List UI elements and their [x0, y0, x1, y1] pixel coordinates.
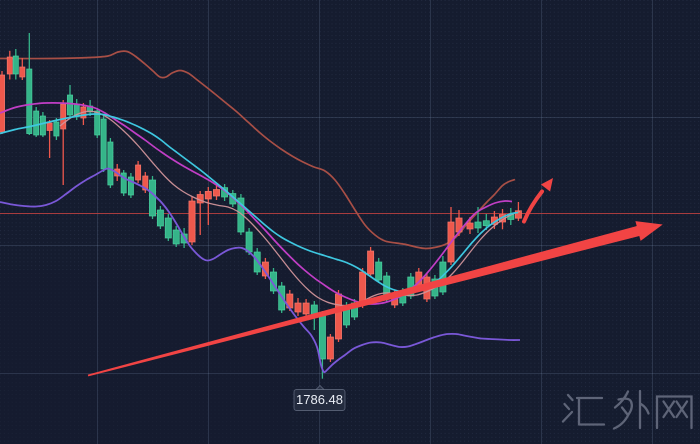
svg-text:1786.48: 1786.48 — [296, 392, 343, 407]
